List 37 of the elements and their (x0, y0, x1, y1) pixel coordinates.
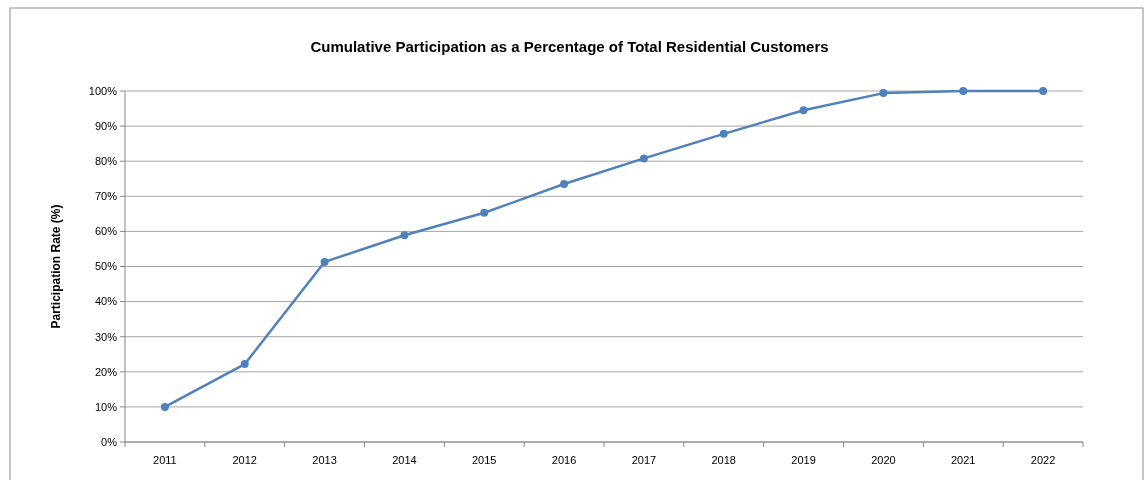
x-tick-label: 2017 (631, 454, 657, 466)
point (1039, 87, 1048, 95)
y-tick-label: 70% (94, 190, 118, 203)
y-tick-label: 40% (94, 295, 118, 308)
y-tick-label: 10% (94, 400, 118, 413)
y-tick-label: 30% (94, 330, 118, 343)
point (719, 129, 728, 138)
y-axis-title: Participation Rate (%) (49, 204, 63, 329)
point (480, 208, 489, 217)
point (799, 106, 808, 115)
x-tick-label: 2014 (392, 454, 417, 466)
x-tick-label: 2021 (951, 454, 976, 466)
chart-title: Cumulative Participation as a Percentage of Total Residential Customers (310, 38, 829, 55)
point (560, 180, 569, 189)
x-tick-label: 2011 (153, 454, 177, 466)
y-tick-label: 50% (94, 260, 118, 273)
point (959, 87, 968, 95)
x-tick-label: 2016 (551, 454, 577, 466)
point (639, 154, 648, 163)
x-tick-label: 2020 (871, 454, 896, 466)
point (400, 231, 409, 240)
x-tick-label: 2015 (472, 454, 497, 466)
point (879, 89, 888, 98)
y-tick-label: 60% (94, 225, 118, 238)
y-tick-label: 100% (88, 84, 118, 97)
x-tick-label: 2019 (791, 454, 816, 466)
point (240, 360, 249, 369)
y-tick-label: 90% (94, 119, 118, 132)
y-tick-label: 0% (101, 435, 118, 448)
x-tick-label: 2022 (1030, 454, 1056, 466)
point (320, 257, 329, 266)
y-tick-label: 80% (94, 155, 118, 168)
x-tick-label: 2012 (232, 454, 257, 466)
x-tick-label: 2013 (312, 454, 337, 466)
x-tick-label: 2018 (711, 454, 736, 466)
y-tick-label: 20% (94, 365, 118, 378)
point (160, 402, 169, 411)
